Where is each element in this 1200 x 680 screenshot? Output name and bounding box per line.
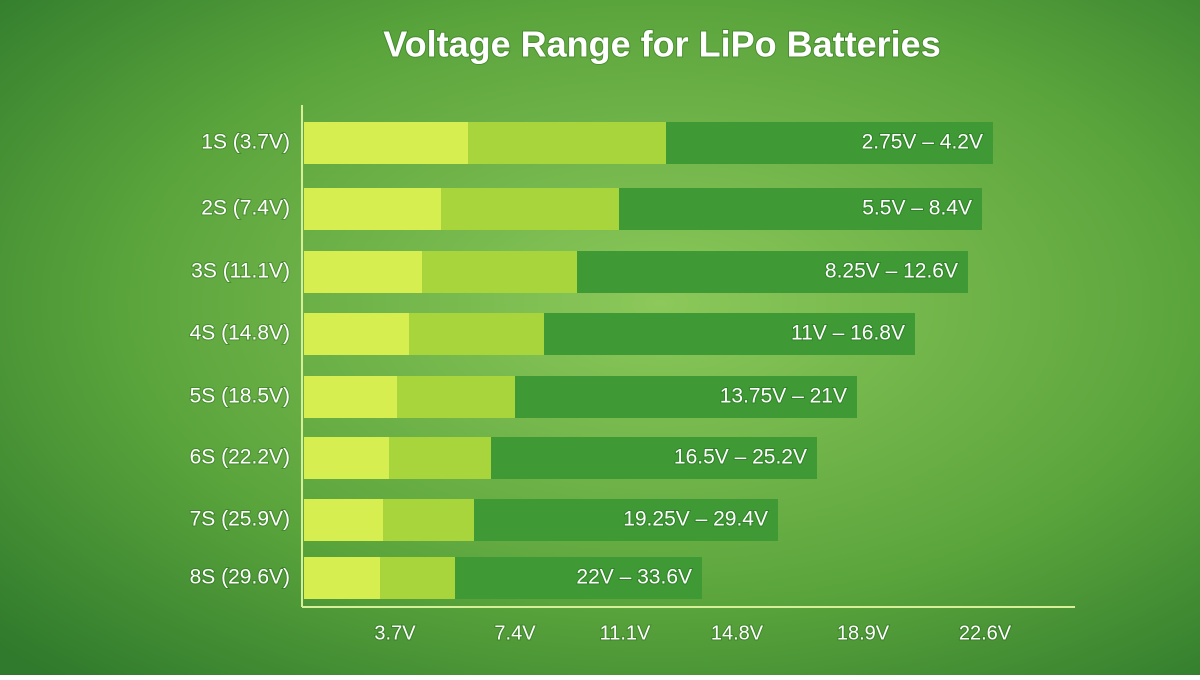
bar-segment — [304, 437, 389, 479]
category-label: 4S (14.8V) — [190, 322, 290, 345]
bar-segment — [304, 376, 397, 418]
range-label: 22V – 33.6V — [576, 566, 692, 589]
x-tick-label: 14.8V — [711, 622, 764, 644]
bar-segment — [409, 313, 544, 355]
category-label: 6S (22.2V) — [190, 446, 290, 469]
x-tick-label: 11.1V — [600, 622, 651, 644]
category-label: 1S (3.7V) — [201, 131, 290, 154]
bar-segment — [304, 251, 422, 293]
range-label: 13.75V – 21V — [720, 385, 847, 408]
x-tick-label: 22.6V — [959, 622, 1012, 644]
category-label: 7S (25.9V) — [190, 508, 290, 531]
range-label: 16.5V – 25.2V — [674, 446, 807, 469]
bar-segment — [468, 122, 666, 164]
bar-segment — [397, 376, 515, 418]
x-tick-label: 3.7V — [374, 622, 416, 644]
bar-segment — [474, 499, 778, 541]
range-label: 5.5V – 8.4V — [862, 197, 972, 220]
bar-segment — [304, 313, 409, 355]
range-label: 8.25V – 12.6V — [825, 260, 958, 283]
bar-segment — [383, 499, 474, 541]
x-tick-label: 18.9V — [837, 622, 890, 644]
bar-segment — [422, 251, 577, 293]
bar-segment — [304, 557, 380, 599]
bar-segment — [389, 437, 491, 479]
bar-segment — [304, 122, 468, 164]
chart-title: Voltage Range for LiPo Batteries — [383, 24, 940, 65]
category-label: 8S (29.6V) — [190, 566, 290, 589]
bar-segment — [491, 437, 817, 479]
range-label: 2.75V – 4.2V — [862, 131, 983, 154]
range-label: 19.25V – 29.4V — [623, 508, 768, 531]
range-label: 11V – 16.8V — [791, 322, 905, 345]
bar-segment — [304, 188, 441, 230]
bar-segment — [619, 188, 982, 230]
x-tick-label: 7.4V — [494, 622, 536, 644]
bar-segment — [577, 251, 968, 293]
bar-segment — [380, 557, 455, 599]
category-label: 5S (18.5V) — [190, 385, 290, 408]
category-label: 2S (7.4V) — [201, 197, 290, 220]
bar-segment — [544, 313, 915, 355]
bar-segment — [304, 499, 383, 541]
category-label: 3S (11.1V) — [191, 260, 290, 283]
bar-segment — [455, 557, 702, 599]
bar-segment — [441, 188, 619, 230]
bar-segment — [666, 122, 993, 164]
bar-segment — [515, 376, 857, 418]
